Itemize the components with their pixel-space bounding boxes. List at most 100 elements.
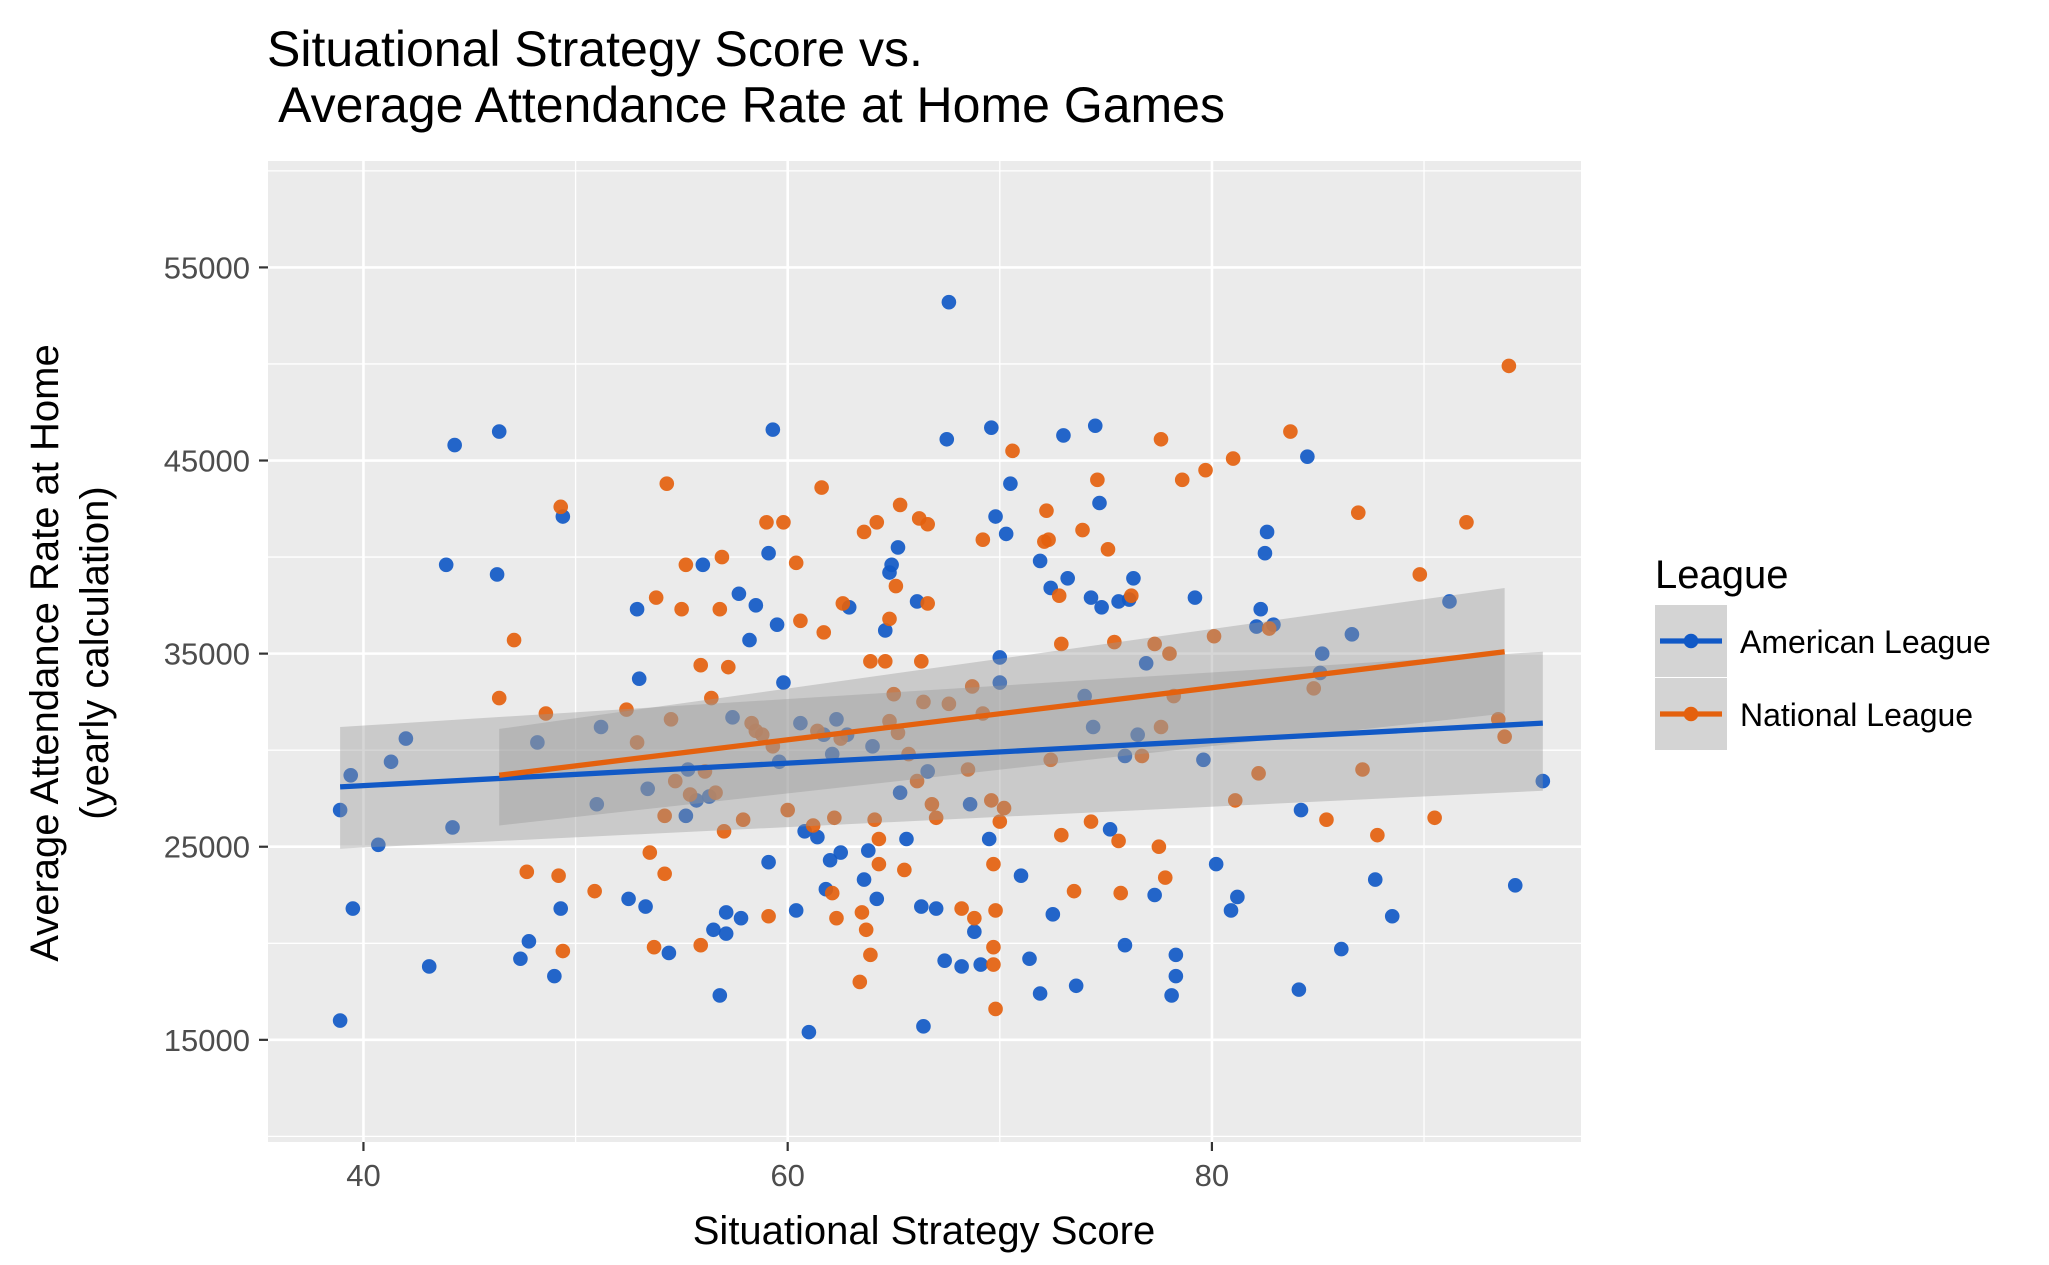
data-point-american-league [1094,599,1109,615]
data-point-national-league [1054,827,1069,843]
data-point-national-league [663,711,679,727]
data-point-national-league [986,939,1001,955]
data-point-national-league [538,706,554,721]
data-point-national-league [914,654,929,669]
data-point-american-league [801,1024,817,1040]
data-point-american-league [877,623,893,638]
y-tick-label: 35000 [164,637,250,672]
data-point-american-league [731,586,747,602]
data-point-american-league [824,746,840,762]
data-point-national-league [1005,443,1020,459]
data-point-american-league [718,926,734,941]
data-point-national-league [871,831,887,847]
data-point-american-league [712,988,728,1003]
chart-title-line1: Situational Strategy Score vs. [267,21,923,77]
data-point-american-league [491,424,507,439]
data-point-national-league [587,883,602,899]
data-point-american-league [1117,748,1133,764]
data-point-american-league [1253,601,1269,617]
data-point-american-league [998,526,1014,542]
confidence-band-american-league [340,651,1543,849]
data-point-american-league [1208,856,1224,872]
data-point-national-league [863,947,878,963]
data-point-american-league [829,711,844,727]
data-point-american-league [1314,646,1330,661]
data-point-national-league [716,823,732,839]
data-point-national-league [1107,634,1122,650]
data-point-national-league [988,903,1003,918]
data-point-national-league [996,800,1012,816]
data-point-american-league [1117,937,1133,953]
data-point-national-league [1162,646,1177,661]
data-point-national-league [788,555,804,571]
data-point-american-league [1334,941,1349,957]
data-point-national-league [693,657,709,673]
y-axis-title-line1: Average Attendance Rate at Home [23,344,67,961]
data-point-national-league [708,785,723,800]
data-point-national-league [780,802,795,818]
data-point-american-league [992,675,1008,690]
data-point-national-league [888,578,904,594]
data-point-american-league [733,910,749,926]
data-point-american-league [1293,802,1309,818]
data-point-american-league [521,934,537,949]
data-point-american-league [1022,951,1037,967]
data-point-national-league [1501,358,1517,374]
data-point-american-league [1085,719,1101,735]
data-point-national-league [1147,636,1162,652]
data-point-american-league [1230,889,1245,905]
data-point-national-league [491,690,507,706]
data-point-american-league [748,598,764,613]
data-point-national-league [761,908,776,924]
data-point-national-league [1355,762,1370,777]
data-point-american-league [914,899,929,914]
data-point-national-league [1113,885,1129,901]
data-point-american-league [856,872,872,887]
data-point-american-league [1367,872,1383,887]
data-point-national-league [714,549,730,565]
data-point-american-league [1223,903,1239,918]
data-point-national-league [659,476,675,491]
data-point-national-league [553,499,569,515]
data-point-american-league [447,437,462,453]
data-point-national-league [1261,621,1277,636]
data-point-national-league [657,808,672,824]
data-point-national-league [967,910,982,926]
data-point-national-league [852,974,868,990]
data-point-american-league [769,617,785,632]
data-point-american-league [593,719,609,735]
data-point-american-league [793,715,808,731]
data-point-national-league [693,937,709,953]
data-point-american-league [695,557,711,573]
data-point-american-league [332,802,348,818]
data-point-national-league [759,515,774,530]
data-point-american-league [1384,908,1400,924]
data-point-national-league [984,793,999,808]
data-point-american-league [1291,982,1307,997]
data-point-national-league [1206,628,1222,644]
data-point-national-league [555,943,571,959]
data-point-american-league [988,509,1003,524]
data-point-national-league [829,910,844,926]
data-point-national-league [1412,567,1428,582]
data-point-national-league [1124,588,1139,603]
data-point-american-league [869,891,885,907]
x-tick-label: 80 [1195,1158,1229,1193]
data-point-american-league [1507,878,1523,893]
data-point-national-league [1039,503,1054,519]
data-point-national-league [867,812,882,827]
data-point-american-league [1068,978,1084,994]
data-point-national-league [1350,505,1366,520]
data-point-american-league [1168,968,1184,984]
data-point-american-league [371,837,386,853]
y-tick-label: 45000 [164,444,250,479]
data-point-national-league [1090,472,1105,488]
data-point-american-league [1092,495,1107,511]
x-axis-title: Situational Strategy Score [693,1209,1155,1253]
data-point-american-league [939,431,955,447]
data-point-national-league [805,818,821,833]
data-point-american-league [984,420,999,435]
y-tick-label: 25000 [164,830,250,865]
data-point-national-league [674,601,689,617]
data-point-american-league [1032,553,1048,569]
